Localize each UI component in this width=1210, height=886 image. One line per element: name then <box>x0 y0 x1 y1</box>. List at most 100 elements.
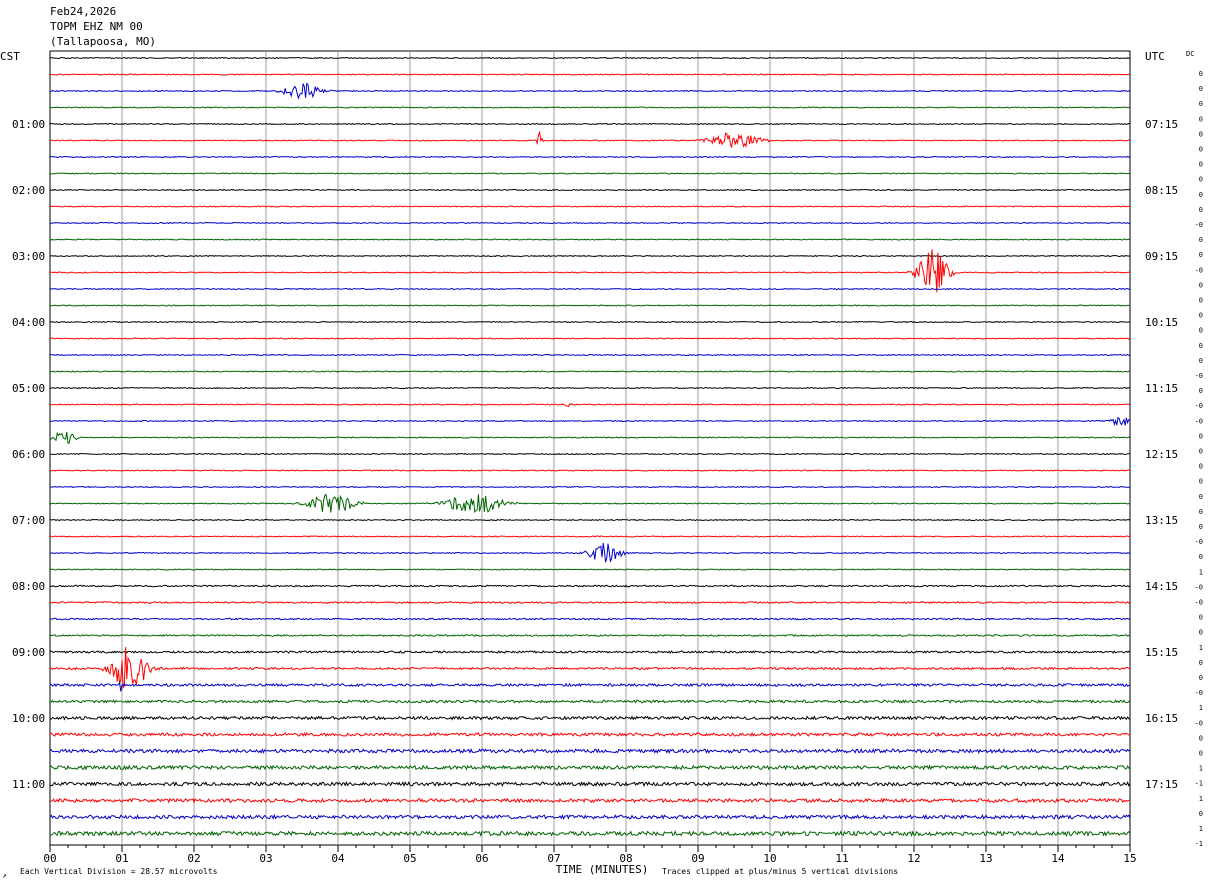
x-tick-label: 00 <box>43 852 56 865</box>
dc-offset-value: -0 <box>1195 538 1203 546</box>
seismic-trace <box>49 353 1130 357</box>
seismic-trace <box>49 617 1131 621</box>
seismic-trace <box>49 647 1131 689</box>
dc-offset-value: 0 <box>1199 387 1203 395</box>
seismic-trace <box>49 830 1131 838</box>
dc-offset-value: 0 <box>1199 508 1203 516</box>
dc-offset-value: 0 <box>1199 176 1203 184</box>
station-title: TOPM EHZ NM 00 <box>50 20 143 33</box>
seismic-trace <box>49 254 1130 258</box>
x-tick-label: 15 <box>1123 852 1136 865</box>
seismic-trace <box>49 681 1131 692</box>
dc-offset-value: 0 <box>1199 553 1203 561</box>
x-tick-label: 14 <box>1051 852 1065 865</box>
seismic-trace <box>49 634 1131 637</box>
x-tick-label: 02 <box>187 852 200 865</box>
left-timezone-label: CST <box>0 50 20 63</box>
dc-offset-value: 0 <box>1199 236 1203 244</box>
seismic-trace <box>49 56 1131 60</box>
dc-offset-value: 0 <box>1199 357 1203 365</box>
left-hour-label: 11:00 <box>12 778 45 791</box>
seismic-trace <box>49 106 1131 109</box>
right-hour-label: 16:15 <box>1145 712 1178 725</box>
x-tick-label: 01 <box>115 852 128 865</box>
dc-offset-value: 0 <box>1199 448 1203 456</box>
seismic-trace <box>49 386 1131 390</box>
right-hour-label: 17:15 <box>1145 778 1178 791</box>
dc-offset-value: 0 <box>1199 463 1203 471</box>
seismic-trace <box>49 287 1131 291</box>
left-hour-label: 09:00 <box>12 646 45 659</box>
right-hour-label: 13:15 <box>1145 514 1178 527</box>
seismic-trace <box>49 601 1131 604</box>
dc-offset-value: -0 <box>1195 402 1203 410</box>
seismic-trace <box>49 764 1131 771</box>
x-tick-label: 04 <box>331 852 345 865</box>
dc-offset-value: 0 <box>1199 478 1203 486</box>
seismic-trace <box>50 337 1131 340</box>
x-tick-label: 08 <box>619 852 632 865</box>
right-hour-label: 11:15 <box>1145 382 1178 395</box>
dc-offset-value: 0 <box>1199 523 1203 531</box>
dc-offset-value: -0 <box>1195 689 1203 697</box>
dc-offset-value: 0 <box>1199 312 1203 320</box>
dc-offset-value: -0 <box>1195 719 1203 727</box>
dc-offset-value: -0 <box>1195 417 1203 425</box>
seismic-trace <box>49 188 1131 192</box>
dc-offset-value: 0 <box>1199 191 1203 199</box>
seismic-trace <box>49 130 1131 148</box>
left-hour-label: 02:00 <box>12 184 45 197</box>
left-hour-label: 04:00 <box>12 316 45 329</box>
dc-offset-value: 0 <box>1199 432 1203 440</box>
seismic-trace <box>49 747 1131 755</box>
left-hour-label: 07:00 <box>12 514 45 527</box>
left-hour-label: 10:00 <box>12 712 45 725</box>
right-hour-label: 08:15 <box>1145 184 1178 197</box>
dc-offset-value: 0 <box>1199 327 1203 335</box>
seismic-trace <box>49 452 1131 456</box>
dc-offset-value: 0 <box>1199 281 1203 289</box>
seismic-trace <box>49 221 1131 225</box>
dc-offset-value: 1 <box>1199 704 1203 712</box>
dc-offset-value: 0 <box>1199 493 1203 501</box>
dc-offset-value: 1 <box>1199 568 1203 576</box>
dc-offset-value: 0 <box>1199 130 1203 138</box>
dc-offset-value: 0 <box>1199 297 1203 305</box>
dc-offset-value: 0 <box>1199 85 1203 93</box>
dc-offset-value: 0 <box>1199 251 1203 259</box>
seismic-trace <box>49 82 1131 100</box>
seismic-trace <box>49 431 1131 444</box>
right-hour-label: 07:15 <box>1145 118 1178 131</box>
x-tick-label: 11 <box>835 852 848 865</box>
dc-offset-value: 1 <box>1199 825 1203 833</box>
dc-offset-value: 1 <box>1199 765 1203 773</box>
seismic-trace <box>49 650 1131 654</box>
corner-mark-icon: ↗ <box>2 871 7 880</box>
seismic-trace <box>50 535 1131 538</box>
dc-offset-value: -0 <box>1195 372 1203 380</box>
plot-date: Feb24,2026 <box>50 5 117 18</box>
dc-offset-value: -0 <box>1195 583 1203 591</box>
x-tick-label: 05 <box>403 852 416 865</box>
dc-offset-value: -0 <box>1195 266 1203 274</box>
seismic-trace <box>49 155 1131 159</box>
dc-offset-value: 0 <box>1199 70 1203 78</box>
dc-offset-value: 0 <box>1199 614 1203 622</box>
seismic-trace <box>49 403 1131 408</box>
left-hour-label: 08:00 <box>12 580 45 593</box>
seismic-trace <box>49 780 1131 788</box>
seismic-trace <box>49 205 1131 208</box>
dc-offset-value: 0 <box>1199 810 1203 818</box>
seismic-trace <box>49 73 1131 76</box>
left-hour-label: 03:00 <box>12 250 45 263</box>
seismic-trace <box>49 370 1131 373</box>
dc-offset-value: 1 <box>1199 644 1203 652</box>
x-tick-label: 06 <box>475 852 488 865</box>
dc-offset-value: -0 <box>1195 599 1203 607</box>
seismic-trace <box>49 172 1131 175</box>
x-tick-label: 07 <box>547 852 560 865</box>
station-location: (Tallapoosa, MO) <box>50 35 156 48</box>
seismic-trace <box>49 699 1131 704</box>
seismic-trace <box>49 238 1131 241</box>
seismic-trace <box>49 542 1131 563</box>
